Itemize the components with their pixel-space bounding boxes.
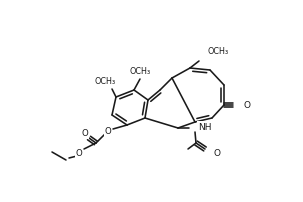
Text: O: O <box>214 148 221 158</box>
Text: O: O <box>243 101 250 109</box>
Text: O: O <box>105 126 112 136</box>
Text: O: O <box>82 128 88 138</box>
Text: OCH₃: OCH₃ <box>95 78 115 86</box>
Text: O: O <box>76 148 82 158</box>
Text: OCH₃: OCH₃ <box>207 47 228 57</box>
Text: NH: NH <box>198 122 211 132</box>
Text: OCH₃: OCH₃ <box>129 67 151 77</box>
